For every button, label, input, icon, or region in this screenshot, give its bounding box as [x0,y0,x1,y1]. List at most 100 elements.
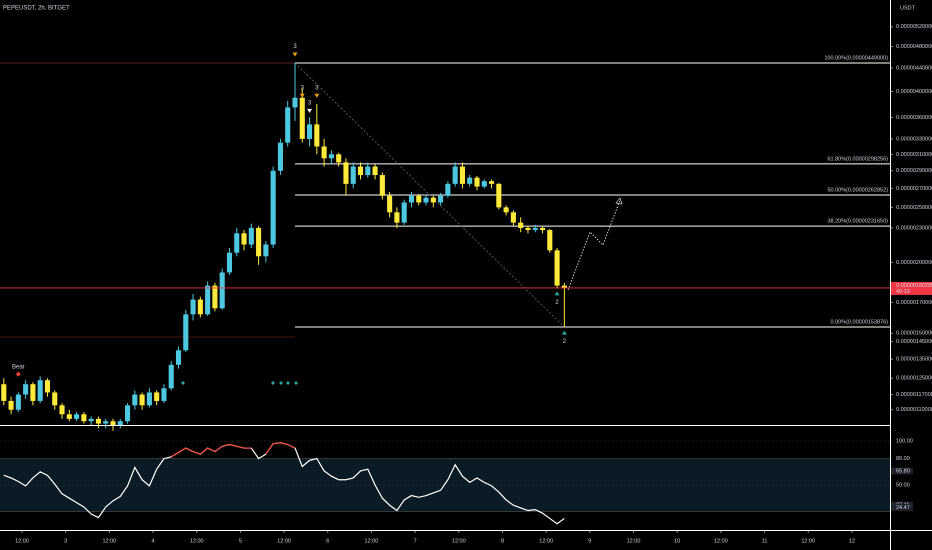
y-tick-label: 0.00000230000 [896,225,932,231]
candle-body [205,285,211,315]
indicator-tick-label: 50.00 [896,482,910,488]
y-tick-label: 0.00000290000 [896,168,932,174]
marker-shape [292,52,298,57]
x-tick-label: 12:00 [365,538,379,544]
fib-label: 50.00%(0.00000262852) [827,187,888,193]
candle-body [132,394,138,406]
y-tick-label: 0.00000150000 [896,331,932,337]
x-tick-label: 11 [762,538,768,544]
overbought-segment [185,447,194,453]
projection-arrow [615,197,623,205]
x-tick-label: 5 [239,538,242,544]
signal-diamonds [181,381,298,385]
candle-body [489,181,495,184]
y-tick-label: 0.00000440000 [896,65,932,71]
candle-body [241,233,247,245]
marker-label: 2 [555,300,559,306]
y-tick-label: 0.00000330000 [896,136,932,142]
candle-body [532,227,538,231]
candle-body [15,394,21,410]
fib-label: 38.20%(0.00000231650) [827,219,888,225]
price-tag-label: 0.00000180285 [896,283,932,289]
y-tick-label: 0.00000125000 [896,376,932,382]
overbought-segment [170,451,179,458]
candle-body [328,154,334,159]
x-tick-label: 3 [64,538,67,544]
candle-body [175,350,182,365]
marker-label: 3 [315,85,319,91]
y-tick-label: 0.00000480000 [896,44,932,50]
x-tick-label: 4 [151,538,154,544]
candle-body [103,421,109,424]
y-tick-label: 0.00000135000 [896,357,932,363]
y-tick-label: 0.00000110000 [896,407,932,413]
candle-body [110,421,116,426]
candle-body [321,146,327,159]
candle-body [59,405,65,415]
indicator-tick-label: 100.00 [896,438,913,444]
fib-trend-line [294,62,565,328]
candle-body [510,212,516,223]
candle-body [336,154,342,163]
value-tag-box [891,467,913,475]
candle-body [190,299,196,315]
diamond [271,381,275,385]
candle-body [401,202,407,223]
candle-body [168,364,174,389]
candle-body [23,384,29,395]
overbought-segment [222,443,230,447]
candle-body [496,183,502,208]
diamond [181,381,185,385]
candle-body [44,380,51,393]
candle-body [212,285,218,309]
marker-shape [299,93,305,98]
y-tick-label: 0.00000200000 [896,260,932,266]
candle-body [394,212,400,223]
candle-body [423,197,429,203]
candle-body [365,166,371,176]
candle-body [452,166,458,184]
candle-body [350,166,356,184]
x-tick-label: 6 [326,538,329,544]
overbought-segment [229,443,237,447]
candle-body [438,195,444,203]
candle-body [430,197,436,203]
overbought-segment [287,443,296,449]
marker-shape [15,371,21,377]
candle-body [408,195,415,203]
candle-body [299,97,305,139]
candle-body [292,97,298,108]
x-tick-label: 12:00 [452,538,466,544]
candle-body [66,414,72,419]
fib-label: 61.80%(0.00000298256) [827,156,888,162]
candle-body [74,414,80,419]
overbought-segment [280,442,288,446]
x-tick-label: 12:00 [277,538,291,544]
candle-body [277,142,283,171]
candle-body [248,227,254,245]
candle-body [125,405,131,422]
candle-body [554,250,560,286]
candle-body [8,400,14,410]
fib-label: 0.00%(0.00000153876) [831,319,889,325]
candle-body [256,227,262,257]
value-tag-box [891,503,913,511]
overbought-segment [199,447,209,455]
marker-shape [307,108,313,113]
diamond [286,381,290,385]
candle-body [30,384,36,401]
candle-body [539,227,546,231]
y-tick-label: 0.00000145000 [896,339,932,345]
y-tick-label: 0.00000360000 [896,115,932,121]
overbought-segment [236,445,245,449]
y-tick-label: 0.00000117000 [896,392,932,398]
x-tick-label: 7 [414,538,417,544]
candle-body [467,177,473,184]
candle-body [183,314,189,351]
diamond [279,381,283,385]
value-tag-label: 24.47 [896,505,910,511]
candle-body [372,166,378,176]
y-tick-label: 0.00000520000 [896,24,932,30]
candle-body [503,207,509,213]
